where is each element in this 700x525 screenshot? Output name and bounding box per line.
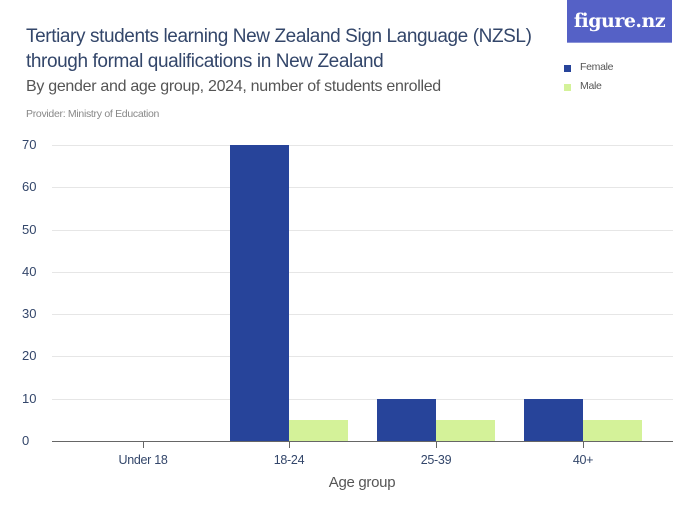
x-tick-label: 40+	[572, 453, 594, 467]
legend-swatch-male	[564, 84, 571, 91]
bar-female[interactable]	[524, 398, 583, 441]
chart-subtitle: By gender and age group, 2024, number of…	[26, 78, 441, 95]
chart-title: Tertiary students learning New Zealand S…	[26, 26, 532, 72]
gridline	[52, 314, 673, 316]
y-tick-label: 10	[22, 390, 37, 406]
legend-label: Female	[580, 60, 614, 73]
y-tick-label: 70	[22, 137, 37, 152]
legend-item-female: Female	[564, 57, 614, 76]
y-tick-label: 60	[22, 179, 37, 195]
x-tick	[583, 442, 584, 448]
figure-nz-logo[interactable]: figure.nz	[567, 0, 672, 43]
gridline	[52, 145, 673, 146]
gridline	[52, 187, 673, 189]
x-tick	[143, 442, 144, 448]
x-tick	[436, 442, 437, 448]
x-tick-label: 18-24	[273, 453, 305, 467]
bar-male[interactable]	[436, 419, 495, 441]
provider-note: Provider: Ministry of Education	[26, 108, 160, 120]
x-axis-title: Age group	[328, 474, 396, 491]
y-tick-label: 20	[22, 348, 37, 364]
bar-male[interactable]	[583, 419, 642, 441]
bar-female[interactable]	[377, 398, 436, 441]
x-axis-line	[52, 441, 673, 442]
x-tick-label: 25-39	[420, 453, 452, 467]
gridline	[52, 398, 673, 400]
x-tick-label: Under 18	[118, 453, 168, 467]
bar-female[interactable]	[230, 145, 289, 441]
y-tick-label: 40	[22, 263, 37, 279]
legend-item-male: Male	[564, 76, 613, 95]
y-tick-label: 30	[22, 306, 37, 322]
x-tick	[289, 442, 290, 448]
gridline	[52, 229, 673, 231]
y-tick-label: 50	[22, 221, 37, 237]
gridline	[52, 356, 673, 358]
y-tick-label: 0	[22, 433, 30, 448]
legend-swatch-female	[564, 65, 571, 72]
bar-male[interactable]	[289, 419, 348, 441]
legend-label: Male	[580, 79, 602, 92]
legend: Female Male	[564, 57, 614, 95]
gridline	[52, 271, 673, 273]
